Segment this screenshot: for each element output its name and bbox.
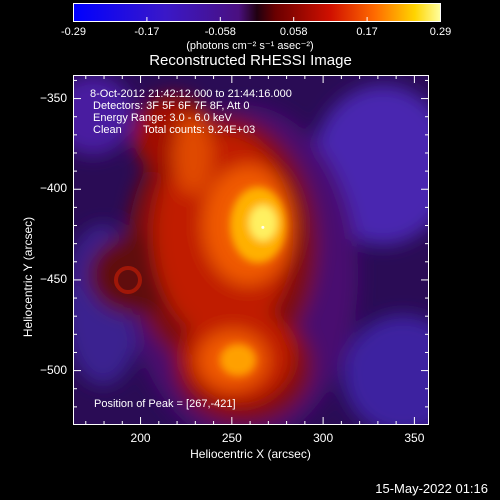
emission-core xyxy=(220,187,286,376)
colorbar-tick-label: -0.058 xyxy=(204,26,236,38)
x-tick-label: 250 xyxy=(221,431,242,445)
y-tick-label: −400 xyxy=(39,181,67,196)
colorbar-tick-label: 0.17 xyxy=(356,26,378,38)
x-tick-label: 350 xyxy=(404,431,425,445)
colorbar-tick-label: 0.29 xyxy=(429,26,452,38)
timestamp: 15-May-2022 01:16 xyxy=(375,481,488,496)
colorbar-tick-label: -0.17 xyxy=(134,26,160,38)
x-tick-label: 300 xyxy=(313,431,334,445)
peak-position-label: Position of Peak = [267,-421] xyxy=(94,398,236,410)
chart-title: Reconstructed RHESSI Image xyxy=(149,52,352,69)
x-axis-label: Heliocentric X (arcsec) xyxy=(190,447,311,461)
y-axis-label: Heliocentric Y (arcsec) xyxy=(21,216,35,338)
colorbar-tick-label: -0.29 xyxy=(60,26,87,38)
detectors-label: Detectors: 3F 5F 6F 7F 8F, Att 0 xyxy=(93,100,250,112)
colorbar xyxy=(73,3,441,22)
peak-point xyxy=(261,225,265,229)
total-counts-label: Total counts: 9.24E+03 xyxy=(143,124,256,136)
x-tick-label: 200 xyxy=(130,431,151,445)
colorbar-tick-label: 0.058 xyxy=(279,26,308,38)
heatmap-plot xyxy=(73,75,429,425)
y-tick-label: −500 xyxy=(39,362,67,377)
time-range-label: 8-Oct-2012 21:42:12.000 to 21:44:16.000 xyxy=(90,88,292,100)
y-tick-label: −350 xyxy=(39,90,67,105)
energy-range-label: Energy Range: 3.0 - 6.0 keV xyxy=(93,112,232,124)
y-tick-label: −450 xyxy=(39,271,67,286)
colorbar-units: (photons cm⁻² s⁻¹ asec⁻²) xyxy=(186,40,314,52)
plot-frame xyxy=(73,75,429,425)
clean-label: Clean xyxy=(93,124,122,136)
